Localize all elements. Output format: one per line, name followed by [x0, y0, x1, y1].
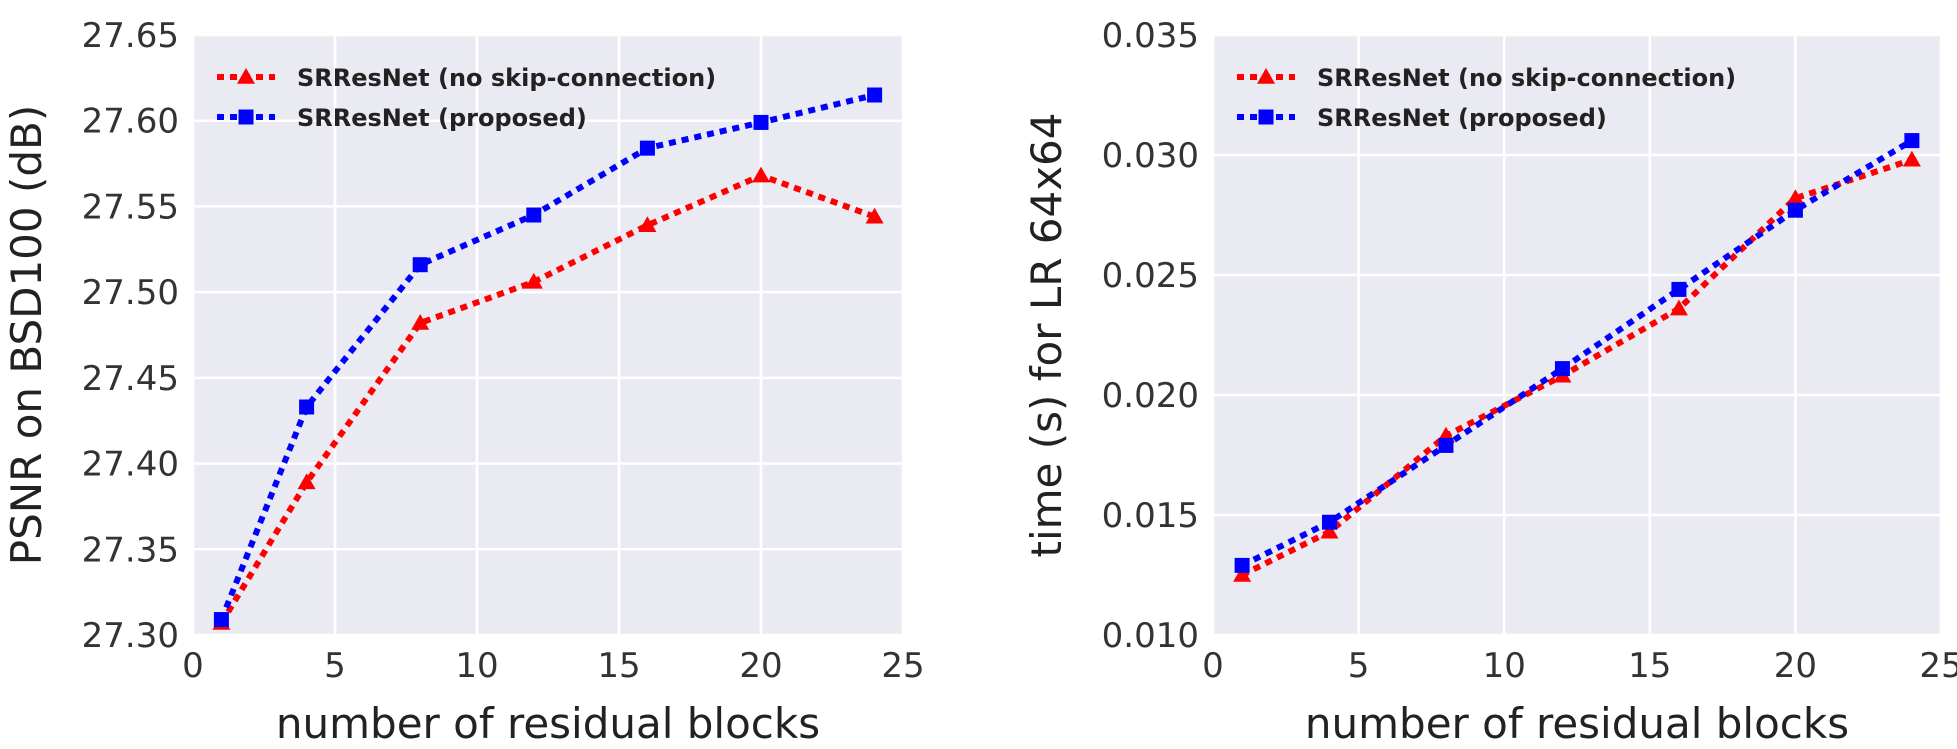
data-point: [526, 207, 542, 223]
legend: SRResNet (no skip-connection) SRResNet (p…: [1237, 64, 1736, 132]
y-tick-label: 0.020: [1102, 376, 1199, 416]
x-axis-title: number of residual blocks: [276, 699, 820, 748]
y-tick-label: 0.015: [1102, 496, 1199, 536]
data-point: [1320, 522, 1339, 539]
legend: SRResNet (no skip-connection) SRResNet (p…: [217, 64, 716, 132]
y-tick-label: 27.35: [82, 530, 179, 570]
chart-time: 0 5 10 15 20 25 0.010 0.015 0.020 0.025 0.030 0.035…: [1022, 16, 1957, 748]
y-tick-label: 27.30: [82, 616, 179, 656]
legend-label: SRResNet (proposed): [297, 104, 587, 132]
x-tick-label: 25: [1919, 646, 1957, 686]
data-point: [638, 216, 657, 233]
legend-label: SRResNet (no skip-connection): [297, 64, 716, 92]
data-point: [1786, 189, 1805, 205]
data-point: [1904, 133, 1920, 149]
x-axis-title: number of residual blocks: [1305, 699, 1849, 748]
data-point: [411, 314, 430, 330]
data-point: [213, 612, 229, 628]
y-tick-label: 27.65: [82, 16, 179, 56]
data-point: [639, 140, 655, 156]
x-tick-label: 20: [1774, 646, 1817, 686]
data-point: [1233, 566, 1252, 582]
x-tick-label: 15: [1628, 646, 1671, 686]
plot-area-psnr: [193, 35, 903, 635]
x-tick-label: 0: [182, 646, 204, 686]
data-point: [299, 399, 315, 415]
y-tick-label: 0.025: [1102, 256, 1199, 296]
legend-marker: [1258, 109, 1274, 125]
x-tick-label: 15: [597, 646, 640, 686]
y-tick-label: 27.50: [82, 273, 179, 313]
y-axis-title: time (s) for LR 64x64: [1022, 112, 1071, 557]
series-1: [213, 87, 883, 628]
y-axis-title: PSNR on BSD100 (dB): [2, 105, 51, 565]
legend-marker: [238, 109, 254, 125]
x-tick-label: 20: [739, 646, 782, 686]
data-point: [1234, 557, 1250, 573]
legend-label: SRResNet (no skip-connection): [1317, 64, 1736, 92]
data-point: [1671, 281, 1687, 297]
data-point: [297, 473, 316, 490]
y-tick-label: 27.55: [82, 187, 179, 227]
y-tick-label: 27.60: [82, 102, 179, 142]
x-tick-label: 10: [455, 646, 498, 686]
data-point: [865, 207, 884, 224]
x-tick-label: 10: [1483, 646, 1526, 686]
y-tick-label: 0.010: [1102, 616, 1199, 656]
data-point: [752, 166, 770, 183]
data-point: [753, 114, 769, 130]
data-point: [1554, 361, 1570, 377]
chart-psnr: 0 5 10 15 20 25 27.30 27.35 27.40 27.45 27.50 27.55…: [2, 16, 925, 748]
x-tick-label: 25: [881, 646, 924, 686]
data-point: [1902, 150, 1921, 167]
y-tick-label: 27.40: [82, 445, 179, 485]
legend-label: SRResNet (proposed): [1317, 104, 1607, 132]
data-point: [412, 257, 428, 273]
legend-marker: [237, 68, 255, 84]
legend-marker: [1257, 68, 1275, 84]
data-point: [524, 272, 543, 289]
data-point: [1438, 437, 1454, 453]
y-tick-label: 27.45: [82, 359, 179, 399]
data-point: [867, 87, 883, 103]
series-1: [1234, 133, 1920, 573]
x-tick-label: 5: [1348, 646, 1370, 686]
x-tick-label: 0: [1202, 646, 1224, 686]
data-point: [1669, 299, 1688, 316]
data-point: [1787, 202, 1803, 218]
y-tick-label: 0.035: [1102, 16, 1199, 56]
y-tick-label: 0.030: [1102, 136, 1199, 176]
x-tick-label: 5: [324, 646, 346, 686]
data-point: [1321, 514, 1337, 530]
